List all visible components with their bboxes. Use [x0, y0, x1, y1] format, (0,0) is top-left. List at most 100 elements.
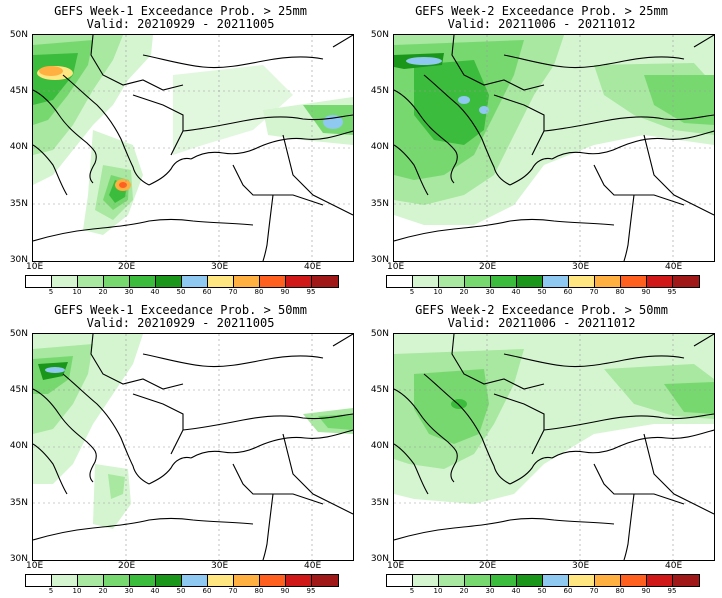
colorbar-label: 30	[124, 288, 134, 296]
colorbar-swatch	[621, 276, 647, 287]
lat-label: 50N	[370, 329, 389, 339]
lat-label: 40N	[9, 441, 28, 451]
coastlines-and-borders	[33, 35, 353, 261]
colorbar-swatch	[413, 575, 439, 586]
grid-lines	[33, 35, 353, 261]
colorbar-swatch	[569, 575, 595, 586]
lat-label: 50N	[9, 30, 28, 40]
colorbar-label: 5	[48, 587, 54, 595]
colorbar-swatch	[312, 575, 338, 586]
grid-lines	[33, 334, 353, 560]
colorbar-swatch	[78, 575, 104, 586]
lon-label: 30E	[572, 262, 590, 272]
colorbar-swatch	[491, 276, 517, 287]
colorbar-swatch	[517, 575, 543, 586]
colorbar	[25, 574, 339, 587]
map-panel-week2-50mm: GEFS Week-2 Exceedance Prob. > 50mm Vali…	[361, 299, 722, 598]
lon-label: 30E	[211, 262, 229, 272]
coastlines-and-borders	[394, 35, 714, 261]
colorbar-label: 10	[72, 288, 82, 296]
lat-label: 45N	[370, 86, 389, 96]
lon-label: 20E	[118, 561, 136, 571]
colorbar-label: 10	[433, 587, 443, 595]
map-panel-week1-50mm: GEFS Week-1 Exceedance Prob. > 50mm Vali…	[0, 299, 361, 598]
map-area	[32, 333, 354, 561]
lon-label: 30E	[211, 561, 229, 571]
colorbar-label: 60	[563, 288, 573, 296]
colorbar-swatch	[234, 276, 260, 287]
panel-valid-dates: Valid: 20210929 - 20211005	[86, 17, 275, 31]
lat-label: 30N	[370, 554, 389, 564]
lon-label: 10E	[26, 262, 44, 272]
colorbar-swatch	[439, 276, 465, 287]
colorbar-label: 90	[641, 587, 651, 595]
colorbar-swatch	[26, 276, 52, 287]
colorbar-swatch	[673, 575, 699, 586]
panel-valid-dates: Valid: 20210929 - 20211005	[86, 316, 275, 330]
lat-label: 45N	[9, 86, 28, 96]
colorbar-swatch	[465, 575, 491, 586]
panel-title: GEFS Week-2 Exceedance Prob. > 50mm	[415, 303, 668, 317]
colorbar-swatch	[26, 575, 52, 586]
lat-label: 35N	[9, 199, 28, 209]
lat-label: 35N	[370, 199, 389, 209]
colorbar-swatch	[387, 276, 413, 287]
colorbar-label: 40	[511, 288, 521, 296]
colorbar-label: 90	[280, 288, 290, 296]
lon-label: 10E	[387, 262, 405, 272]
lat-label: 50N	[9, 329, 28, 339]
lat-label: 30N	[9, 554, 28, 564]
lon-label: 20E	[118, 262, 136, 272]
lon-label: 40E	[665, 561, 683, 571]
lon-label: 20E	[479, 262, 497, 272]
colorbar-label: 5	[409, 587, 415, 595]
colorbar-label: 70	[228, 288, 238, 296]
colorbar	[386, 275, 700, 288]
lon-label: 40E	[665, 262, 683, 272]
coastlines-and-borders	[33, 334, 353, 560]
colorbar-label: 60	[202, 587, 212, 595]
colorbar-label: 20	[459, 288, 469, 296]
colorbar-swatch	[543, 276, 569, 287]
colorbar-swatch	[465, 276, 491, 287]
colorbar-label: 30	[485, 288, 495, 296]
colorbar-swatch	[647, 276, 673, 287]
colorbar-swatch	[52, 575, 78, 586]
colorbar-swatch	[569, 276, 595, 287]
colorbar-swatch	[517, 276, 543, 287]
colorbar-label: 50	[176, 587, 186, 595]
panel-valid-dates: Valid: 20211006 - 20211012	[447, 17, 636, 31]
colorbar-label: 80	[615, 587, 625, 595]
colorbar-label: 80	[254, 288, 264, 296]
panel-title: GEFS Week-1 Exceedance Prob. > 50mm	[54, 303, 307, 317]
colorbar-swatch	[78, 276, 104, 287]
colorbar-swatch	[621, 575, 647, 586]
colorbar-swatch	[104, 276, 130, 287]
colorbar-label: 30	[485, 587, 495, 595]
colorbar-label: 90	[641, 288, 651, 296]
colorbar-swatch	[234, 575, 260, 586]
lon-label: 10E	[26, 561, 44, 571]
colorbar-label: 20	[98, 587, 108, 595]
colorbar-swatch	[182, 276, 208, 287]
lon-label: 40E	[304, 262, 322, 272]
lat-label: 40N	[370, 441, 389, 451]
colorbar-label: 70	[228, 587, 238, 595]
colorbar-swatch	[104, 575, 130, 586]
colorbar-swatch	[130, 575, 156, 586]
map-svg	[33, 334, 353, 560]
map-area	[393, 333, 715, 561]
grid-lines	[394, 334, 714, 560]
colorbar-label: 95	[306, 288, 316, 296]
map-panel-week2-25mm: GEFS Week-2 Exceedance Prob. > 25mm Vali…	[361, 0, 722, 299]
colorbar-swatch	[52, 276, 78, 287]
lat-label: 30N	[370, 255, 389, 265]
lat-label: 45N	[370, 385, 389, 395]
colorbar-label: 70	[589, 288, 599, 296]
lat-label: 40N	[9, 142, 28, 152]
colorbar-swatch	[130, 276, 156, 287]
colorbar-swatch	[208, 575, 234, 586]
colorbar-swatch	[156, 575, 182, 586]
colorbar-label: 60	[563, 587, 573, 595]
colorbar-swatch	[208, 276, 234, 287]
